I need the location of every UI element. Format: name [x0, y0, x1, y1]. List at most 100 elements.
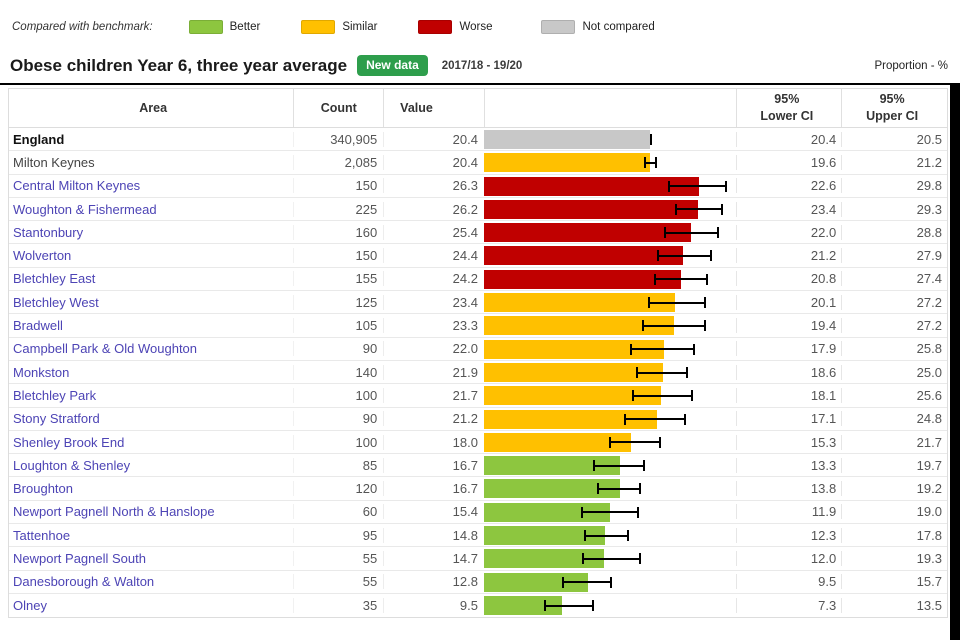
area-name[interactable]: Wolverton: [13, 248, 72, 264]
legend-caption: Compared with benchmark:: [12, 21, 153, 33]
new-data-badge: New data: [357, 55, 428, 76]
value-bar[interactable]: [483, 176, 699, 196]
confidence-interval-whisker: [581, 547, 642, 569]
ci-upper-cap: [592, 599, 595, 611]
confidence-interval-whisker: [561, 571, 613, 593]
indicator-title-bar: Obese children Year 6, three year averag…: [10, 55, 948, 76]
column-header-bar: [484, 89, 736, 127]
value-bar[interactable]: [483, 293, 675, 313]
confidence-interval-whisker: [630, 338, 695, 360]
column-header-value[interactable]: Value: [383, 89, 484, 127]
value-bar[interactable]: [483, 456, 621, 476]
value-bar[interactable]: [483, 223, 692, 243]
area-name[interactable]: Olney: [13, 598, 47, 614]
upper-ci-value: 25.6: [841, 387, 947, 403]
indicator-value: 20.4: [383, 131, 484, 147]
area-name[interactable]: Campbell Park & Old Woughton: [13, 341, 198, 357]
count-value: 60: [293, 504, 383, 520]
ci-line: [653, 278, 708, 281]
upper-ci-value: 13.5: [841, 598, 947, 614]
ci-lower-cap: [668, 180, 671, 192]
lower-ci-value: 19.6: [736, 154, 841, 170]
upper-ci-value: 19.0: [841, 504, 947, 520]
similar-swatch: [301, 20, 336, 34]
upper-ci-value: 29.8: [841, 178, 947, 194]
table-row: Broughton 120 16.7 13.8 19.2: [9, 477, 947, 501]
area-name[interactable]: Stantonbury: [13, 224, 84, 240]
area-name[interactable]: Bletchley East: [13, 271, 96, 287]
value-bar[interactable]: [483, 269, 682, 289]
area-name[interactable]: Broughton: [13, 481, 73, 497]
upper-ci-value: 17.8: [841, 527, 947, 543]
value-bar[interactable]: [483, 502, 610, 522]
area-name[interactable]: Bletchley West: [13, 294, 99, 310]
value-bar[interactable]: [483, 316, 675, 336]
value-bar[interactable]: [483, 362, 663, 382]
bar-cell: [483, 244, 736, 266]
ci-line: [561, 581, 613, 584]
value-bar[interactable]: [483, 246, 684, 266]
ci-line: [596, 488, 641, 491]
area-name[interactable]: Woughton & Fishermead: [13, 201, 157, 217]
area-name[interactable]: Stony Stratford: [13, 411, 100, 427]
upper-ci-value: 27.4: [841, 271, 947, 287]
bar-cell: [483, 477, 736, 499]
legend-label: Worse: [459, 21, 493, 33]
ci-lower-cap: [584, 530, 587, 542]
area-name[interactable]: Shenley Brook End: [13, 434, 125, 450]
area-name[interactable]: Bradwell: [13, 318, 63, 334]
value-bar[interactable]: [483, 549, 604, 569]
bar-cell: [483, 431, 736, 453]
area-name[interactable]: Loughton & Shenley: [13, 457, 131, 473]
value-bar[interactable]: [483, 432, 631, 452]
value-bar[interactable]: [483, 526, 605, 546]
table-row: Tattenhoe 95 14.8 12.3 17.8: [9, 524, 947, 548]
indicator-value: 14.7: [383, 550, 484, 566]
area-name[interactable]: Newport Pagnell North & Hanslope: [13, 504, 215, 520]
value-bar[interactable]: [483, 409, 657, 429]
area-name[interactable]: Tattenhoe: [13, 527, 71, 543]
lower-ci-value: 17.9: [736, 341, 841, 357]
area-name[interactable]: Central Milton Keynes: [13, 178, 141, 194]
value-bar[interactable]: [483, 386, 662, 406]
upper-ci-value: 21.7: [841, 434, 947, 450]
bar-cell: [483, 524, 736, 546]
column-header-lower-ci[interactable]: 95% Lower CI: [736, 89, 841, 127]
area-name[interactable]: Danesborough & Walton: [13, 574, 155, 590]
area-name[interactable]: Newport Pagnell South: [13, 550, 146, 566]
ci-lower-cap: [592, 460, 595, 472]
column-header-upper-ci[interactable]: 95% Upper CI: [841, 89, 947, 127]
confidence-interval-whisker: [543, 594, 595, 617]
ci-line: [630, 348, 695, 351]
area-name: Milton Keynes: [13, 154, 95, 170]
table-row: Bradwell 105 23.3 19.4 27.2: [9, 314, 947, 338]
ci-upper-cap: [684, 413, 687, 425]
lower-ci-value: 18.1: [736, 387, 841, 403]
column-header-count[interactable]: Count: [293, 89, 383, 127]
indicator-value: 21.9: [383, 364, 484, 380]
benchmark-legend: Compared with benchmark: Better Similar Wo…: [12, 20, 696, 34]
value-bar[interactable]: [483, 130, 651, 149]
column-header-area[interactable]: Area: [139, 101, 168, 115]
table-row: Central Milton Keynes 150 26.3 22.6 29.8: [9, 174, 947, 198]
legend-item-better: Better: [188, 20, 260, 34]
bar-cell: [483, 175, 736, 197]
lower-ci-value: 20.4: [736, 131, 841, 147]
value-bar[interactable]: [483, 199, 698, 219]
confidence-interval-whisker: [623, 408, 687, 430]
ci-upper-cap: [705, 273, 708, 285]
value-bar[interactable]: [483, 595, 562, 615]
value-bar[interactable]: [483, 479, 621, 499]
area-name[interactable]: Monkston: [13, 364, 70, 380]
ci-upper-cap: [642, 460, 645, 472]
value-bar[interactable]: [483, 153, 651, 173]
area-name[interactable]: Bletchley Park: [13, 387, 97, 403]
indicator-value: 22.0: [383, 341, 484, 357]
time-period-label: 2017/18 - 19/20: [441, 59, 523, 72]
lower-ci-value: 13.3: [736, 457, 841, 473]
value-bar[interactable]: [483, 339, 664, 359]
upper-ci-value: 27.2: [841, 294, 947, 310]
table-row: Campbell Park & Old Woughton 90 22.0 17.…: [9, 337, 947, 361]
ci-lower-cap: [623, 413, 626, 425]
